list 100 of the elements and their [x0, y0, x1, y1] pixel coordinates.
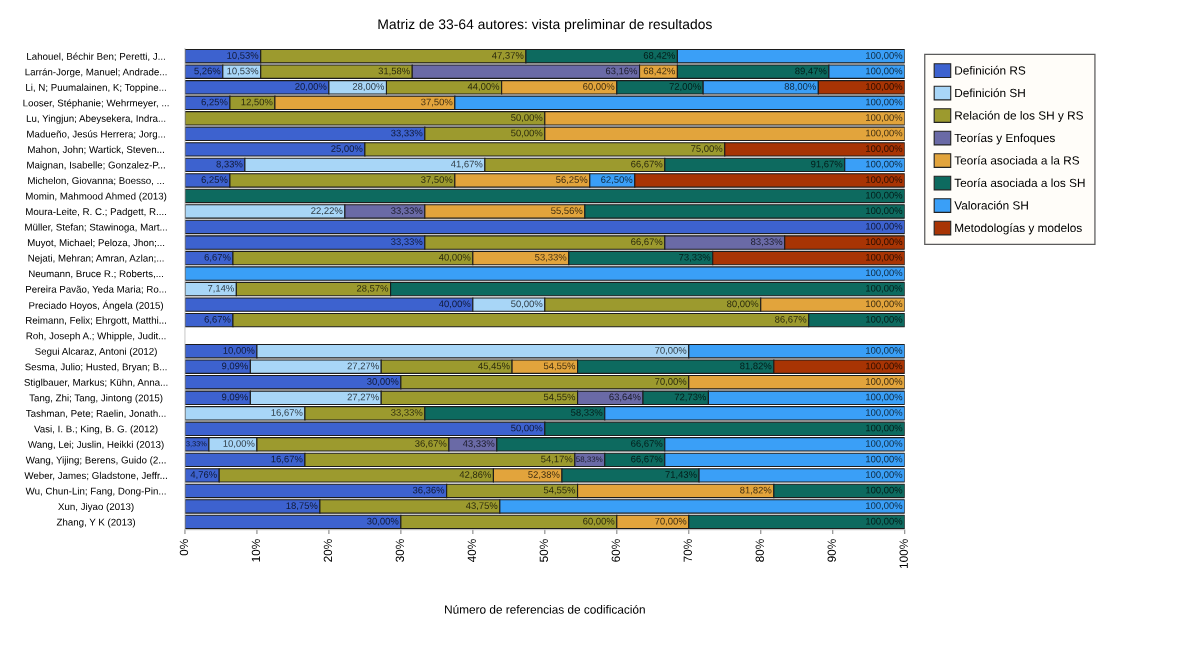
data-label: 100,00%: [866, 440, 903, 448]
data-label: 68,42%: [643, 52, 675, 60]
legend-label: Valoración SH: [954, 200, 1028, 210]
data-label: 72,73%: [674, 393, 707, 402]
y-tick-label: Muyot, Michael; Peloza, Jhon;...: [27, 238, 165, 249]
data-label: 80,00%: [727, 300, 759, 309]
y-tick-label: Nejati, Mehran; Amran, Azlan;...: [28, 254, 164, 264]
data-label: 6,25%: [201, 176, 228, 185]
data-label: 88,00%: [784, 83, 816, 91]
legend-label: Definición RS: [955, 65, 1026, 75]
data-label: 10,00%: [223, 347, 255, 355]
y-tick-label: Tashman, Pete; Raelin, Jonath...: [26, 409, 166, 419]
data-label: 100,00%: [866, 67, 903, 76]
data-label: 33,33%: [391, 409, 423, 417]
data-label: 8,33%: [216, 160, 243, 169]
data-label: 27,27%: [347, 393, 379, 402]
data-label: 50,00%: [511, 114, 543, 122]
data-label: 30,00%: [367, 517, 399, 526]
data-label: 100,00%: [866, 315, 903, 324]
data-label: 100,00%: [866, 502, 903, 511]
data-label: 28,57%: [356, 284, 389, 293]
y-tick-label: Looser, Stéphanie; Wehrmeyer, ...: [23, 99, 169, 109]
data-label: 83,33%: [751, 238, 783, 247]
y-tick-label: Larrán-Jorge, Manuel; Andrade...: [25, 68, 167, 78]
data-label: 100,00%: [866, 176, 903, 185]
data-label: 100,00%: [866, 409, 903, 417]
x-tick-label: 70%: [683, 539, 692, 562]
data-label: 89,47%: [795, 67, 827, 76]
data-label: 66,67%: [631, 455, 663, 464]
x-tick-label: 100%: [899, 539, 908, 569]
data-label: 16,67%: [271, 455, 303, 464]
legend-label: Teorías y Enfoques: [954, 133, 1055, 145]
y-tick-label: Stiglbauer, Markus; Kühn, Anna...: [24, 378, 168, 388]
data-label: 27,27%: [347, 362, 379, 371]
data-label: 100,00%: [866, 517, 903, 526]
data-label: 54,17%: [541, 455, 573, 464]
y-tick-label: Reimann, Felix; Ehrgott, Matthi...: [26, 316, 166, 326]
data-label: 28,00%: [352, 83, 385, 91]
y-tick-label: Michelon, Giovanna; Boesso, ...: [28, 176, 164, 186]
data-label: 63,64%: [609, 393, 641, 402]
data-label: 20,00%: [295, 83, 327, 91]
data-label: 71,43%: [665, 471, 697, 480]
x-tick-label: 80%: [755, 539, 764, 562]
data-label: 100,00%: [866, 393, 903, 402]
data-label: 50,00%: [511, 129, 543, 138]
legend-label: Metodologías y modelos: [955, 223, 1082, 235]
data-label: 41,67%: [450, 160, 483, 169]
data-label: 18,75%: [286, 502, 318, 511]
y-tick-label: Wang, Lei; Juslin, Heikki (2013): [27, 440, 164, 450]
legend-label: Teoría asociada a la RS: [954, 155, 1080, 165]
data-label: 37,50%: [421, 176, 453, 185]
data-label: 73,33%: [679, 253, 711, 262]
data-label: 100,00%: [866, 52, 903, 60]
y-tick-label: Maignan, Isabelle; Gonzalez-P...: [27, 161, 165, 171]
y-tick-label: Weber, James; Gladstone, Jeffr...: [24, 471, 167, 481]
data-label: 100,00%: [866, 378, 903, 386]
data-label: 4,76%: [190, 471, 217, 480]
y-tick-label: Zhang, Y K (2013): [56, 518, 136, 528]
data-label: 50,00%: [511, 424, 543, 433]
y-tick-label: Sesma, Julio; Husted, Bryan; B...: [25, 363, 167, 373]
data-label: 33,33%: [391, 207, 423, 216]
x-tick-label: 40%: [467, 539, 477, 563]
x-axis-title: Número de referencias de codificación: [445, 604, 645, 614]
data-label: 100,00%: [866, 207, 903, 216]
data-label: 100,00%: [866, 486, 903, 495]
data-label: 60,00%: [583, 83, 615, 91]
data-label: 100,00%: [866, 471, 903, 480]
data-label: 52,38%: [528, 471, 560, 480]
data-label: 10,00%: [223, 440, 255, 448]
data-label: 60,00%: [583, 517, 615, 526]
chart-title: Matriz de 33-64 autores: vista preliminar de resultados: [378, 18, 712, 32]
data-label: 63,16%: [605, 67, 638, 76]
data-label: 44,00%: [467, 83, 500, 91]
x-tick-label: 20%: [323, 539, 333, 562]
data-label: 9,09%: [221, 393, 248, 402]
data-label: 40,00%: [438, 253, 471, 262]
data-label: 100,00%: [866, 114, 903, 122]
data-label: 22,22%: [311, 207, 343, 216]
data-label: 36,36%: [412, 486, 445, 495]
data-label: 16,67%: [271, 409, 303, 417]
data-label: 30,00%: [367, 378, 399, 386]
data-label: 31,58%: [378, 67, 410, 76]
legend-label: Relación de los SH y RS: [955, 110, 1083, 122]
y-tick-label: Vasi, I. B.; King, B. G. (2012): [34, 425, 158, 435]
y-tick-label: Segui Alcaraz, Antoni (2012): [35, 347, 157, 357]
data-label: 70,00%: [655, 378, 687, 386]
data-label: 43,75%: [465, 502, 498, 511]
x-tick-label: 10%: [251, 539, 261, 562]
data-label: 100,00%: [866, 83, 903, 91]
data-label: 37,50%: [421, 98, 453, 107]
data-label: 100,00%: [866, 238, 903, 247]
data-label: 72,00%: [669, 83, 701, 91]
data-label: 5,26%: [194, 67, 221, 76]
x-tick-label: 50%: [539, 539, 548, 562]
y-tick-label: Roh, Joseph A.; Whipple, Judit...: [26, 332, 166, 342]
data-label: 81,82%: [740, 362, 772, 371]
data-label: 42,86%: [459, 471, 492, 480]
y-tick-label: Pereira Pavão, Yeda Maria; Ro...: [26, 285, 166, 294]
data-label: 100,00%: [866, 253, 903, 262]
data-label: 25,00%: [331, 145, 363, 154]
